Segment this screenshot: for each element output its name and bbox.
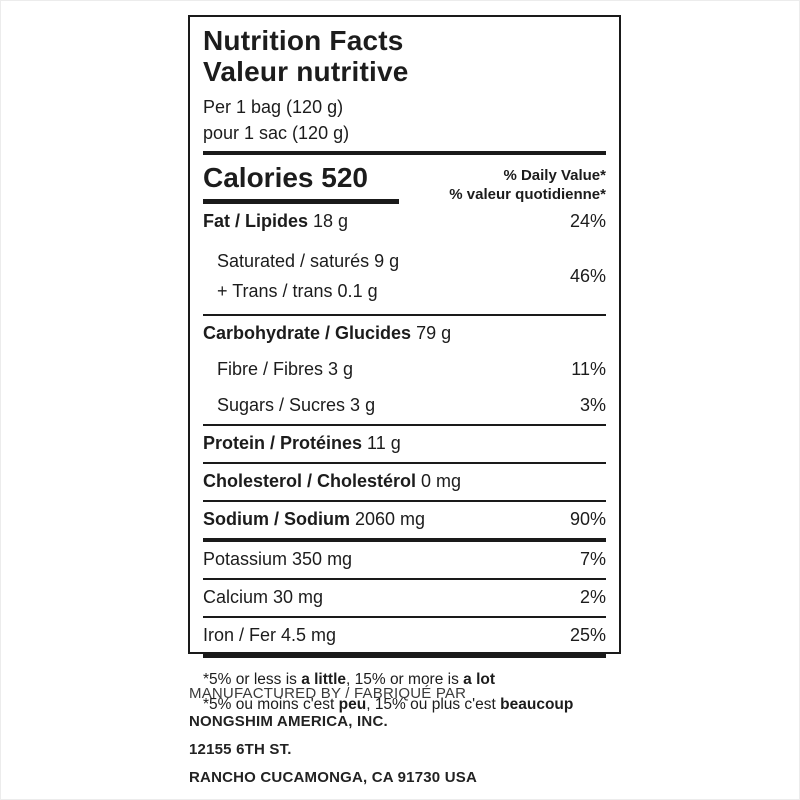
footnote-en: *5% or less is a little, 15% or more is … (203, 667, 606, 692)
sodium-amount: 2060 mg (350, 509, 426, 529)
sugars-daily-value: 3% (579, 395, 606, 415)
nutrient-name-carbohydrate: Carbohydrate / Glucides 79 g (203, 323, 451, 344)
manufacturer-block: MANUFACTURED BY / FABRIQUÉ PAR NONGSHIM … (189, 680, 477, 792)
nutrient-name-protein: Protein / Protéines 11 g (203, 433, 401, 454)
calories-underline (203, 199, 399, 204)
protein-amount: 11 g (362, 433, 401, 453)
footnote-fr-text: *5% ou moins c'est (203, 696, 339, 713)
nutrition-facts-label: Nutrition Facts Valeur nutritive Per 1 b… (188, 15, 621, 713)
footnote-en-mid: , 15% or more is (346, 671, 464, 688)
manufactured-by-line: MANUFACTURED BY / FABRIQUÉ PAR (189, 685, 467, 702)
cholesterol-amount: 0 mg (416, 471, 462, 491)
carbohydrate-amount: 79 g (411, 323, 452, 343)
manufacturer-street: 12155 6TH ST. (189, 741, 292, 758)
nutrient-row-sodium: Sodium / Sodium 2060 mg 90% (203, 500, 606, 538)
calories-block: Calories 520 (203, 164, 399, 204)
potassium-daily-value: 7% (579, 549, 606, 569)
saturated-trans-daily-value: 46% (569, 265, 606, 286)
fat-label: Fat / Lipides (203, 211, 309, 231)
nutrient-row-carbohydrate: Carbohydrate / Glucides 79 g (203, 314, 606, 352)
sugars-label: Sugars / Sucres 3 g (217, 395, 376, 415)
nutrient-row-cholesterol: Cholesterol / Cholestérol 0 mg (203, 462, 606, 500)
fat-amount: 18 g (308, 211, 349, 231)
nutrient-name-fat: Fat / Lipides 18 g (203, 211, 348, 232)
potassium-label: Potassium 350 mg (203, 549, 353, 569)
nutrient-name-cholesterol: Cholesterol / Cholestérol 0 mg (203, 471, 461, 492)
daily-value-header-en: % Daily Value* (503, 167, 606, 184)
footnote-fr-peu: peu (338, 696, 367, 713)
calories-section: Calories 520 % Daily Value* % valeur quo… (203, 155, 606, 204)
saturated-line: Saturated / saturés 9 g (217, 251, 400, 271)
nutrient-name-sodium: Sodium / Sodium 2060 mg (203, 509, 425, 530)
nutrient-row-calcium: Calcium 30 mg 2% (203, 578, 606, 616)
carbohydrate-label: Carbohydrate / Glucides (203, 323, 412, 343)
nutrient-row-fibre: Fibre / Fibres 3 g 11% (203, 352, 606, 388)
sodium-daily-value: 90% (569, 509, 606, 529)
nutrient-row-saturated-trans: Saturated / saturés 9 g + Trans / trans … (203, 240, 606, 314)
serving-size: Per 1 bag (120 g) pour 1 sac (120 g) (203, 94, 606, 146)
calories-value: Calories 520 (203, 162, 368, 193)
footnote-en-a-lot: a lot (463, 671, 496, 688)
calcium-label: Calcium 30 mg (203, 587, 324, 607)
nutrient-row-fat: Fat / Lipides 18 g 24% (203, 204, 606, 240)
calcium-daily-value: 2% (579, 587, 606, 607)
daily-value-header-fr: % valeur quotidienne* (449, 186, 606, 203)
manufacturer-name: NONGSHIM AMERICA, INC. (189, 713, 388, 730)
footnote-fr-beaucoup: beaucoup (500, 696, 574, 713)
iron-label: Iron / Fer 4.5 mg (203, 625, 337, 645)
cholesterol-label: Cholesterol / Cholestérol (203, 471, 417, 491)
fibre-label: Fibre / Fibres 3 g (217, 359, 354, 379)
daily-value-header: % Daily Value* % valeur quotidienne* (449, 164, 606, 204)
footnote-en-a-little: a little (301, 671, 346, 688)
saturated-trans-lines: Saturated / saturés 9 g + Trans / trans … (203, 246, 399, 306)
top-separator-rule (203, 151, 606, 155)
nutrient-row-sugars: Sugars / Sucres 3 g 3% (203, 388, 606, 424)
daily-value-footnote: *5% or less is a little, 15% or more is … (203, 654, 606, 725)
label-title-en: Nutrition Facts (203, 25, 404, 56)
nutrient-row-protein: Protein / Protéines 11 g (203, 424, 606, 462)
nutrient-row-potassium: Potassium 350 mg 7% (203, 538, 606, 578)
footnote-fr-mid: , 15% ou plus c'est (366, 696, 501, 713)
fibre-daily-value: 11% (571, 359, 606, 379)
nutrient-row-iron: Iron / Fer 4.5 mg 25% (203, 616, 606, 654)
manufacturer-city: RANCHO CUCAMONGA, CA 91730 USA (189, 769, 477, 786)
sodium-label: Sodium / Sodium (203, 509, 350, 529)
label-title-fr: Valeur nutritive (203, 56, 409, 87)
footnote-en-text: *5% or less is (203, 671, 302, 688)
fat-daily-value: 24% (569, 211, 606, 231)
serving-size-en: Per 1 bag (120 g) (203, 97, 344, 117)
label-title: Nutrition Facts Valeur nutritive (203, 25, 606, 87)
protein-label: Protein / Protéines (203, 433, 363, 453)
trans-line: + Trans / trans 0.1 g (217, 281, 378, 301)
serving-size-fr: pour 1 sac (120 g) (203, 123, 350, 143)
iron-daily-value: 25% (569, 625, 606, 645)
footnote-fr: *5% ou moins c'est peu, 15% ou plus c'es… (203, 692, 606, 717)
